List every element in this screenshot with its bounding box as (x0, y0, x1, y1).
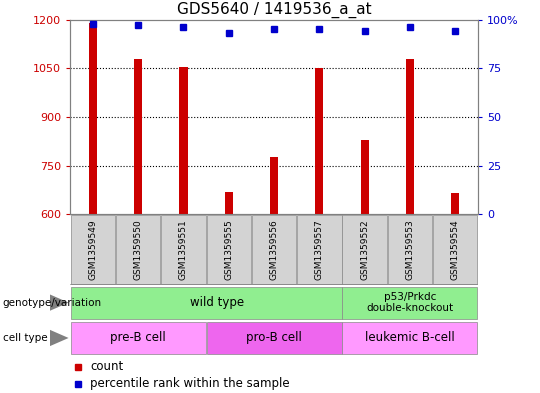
Bar (116, 215, 160, 284)
Text: GSM1359552: GSM1359552 (360, 219, 369, 280)
Text: GSM1359549: GSM1359549 (89, 219, 97, 280)
Bar (179, 67, 187, 214)
Bar (270, 158, 278, 214)
Text: leukemic B-cell: leukemic B-cell (365, 331, 455, 345)
Bar (71, 287, 341, 318)
Text: pre-B cell: pre-B cell (110, 331, 166, 345)
Bar (361, 140, 369, 214)
Bar (315, 68, 323, 214)
Text: GSM1359556: GSM1359556 (269, 219, 279, 280)
Text: percentile rank within the sample: percentile rank within the sample (91, 377, 290, 390)
Bar (342, 215, 387, 284)
Bar (406, 59, 414, 214)
Text: count: count (91, 360, 124, 373)
Bar (433, 215, 477, 284)
Text: GSM1359555: GSM1359555 (224, 219, 233, 280)
Bar (89, 23, 97, 214)
Polygon shape (50, 330, 69, 346)
Bar (207, 322, 341, 354)
Polygon shape (50, 294, 69, 311)
Text: GSM1359554: GSM1359554 (451, 219, 460, 280)
Bar (297, 215, 341, 284)
Bar (161, 215, 206, 284)
Bar (451, 193, 460, 214)
Bar (388, 215, 432, 284)
Text: pro-B cell: pro-B cell (246, 331, 301, 345)
Bar (342, 322, 477, 354)
Bar (71, 215, 115, 284)
Text: GSM1359550: GSM1359550 (133, 219, 143, 280)
Text: p53/Prkdc
double-knockout: p53/Prkdc double-knockout (366, 292, 454, 313)
Text: GSM1359551: GSM1359551 (179, 219, 188, 280)
Bar (71, 322, 206, 354)
Bar (252, 215, 296, 284)
Bar (207, 215, 251, 284)
Bar (225, 192, 233, 214)
Text: genotype/variation: genotype/variation (3, 298, 102, 308)
Text: GSM1359557: GSM1359557 (315, 219, 324, 280)
Bar (134, 59, 142, 214)
Bar (342, 287, 477, 318)
Title: GDS5640 / 1419536_a_at: GDS5640 / 1419536_a_at (177, 2, 372, 18)
Text: cell type: cell type (3, 333, 48, 343)
Text: wild type: wild type (190, 296, 244, 309)
Text: GSM1359553: GSM1359553 (406, 219, 414, 280)
